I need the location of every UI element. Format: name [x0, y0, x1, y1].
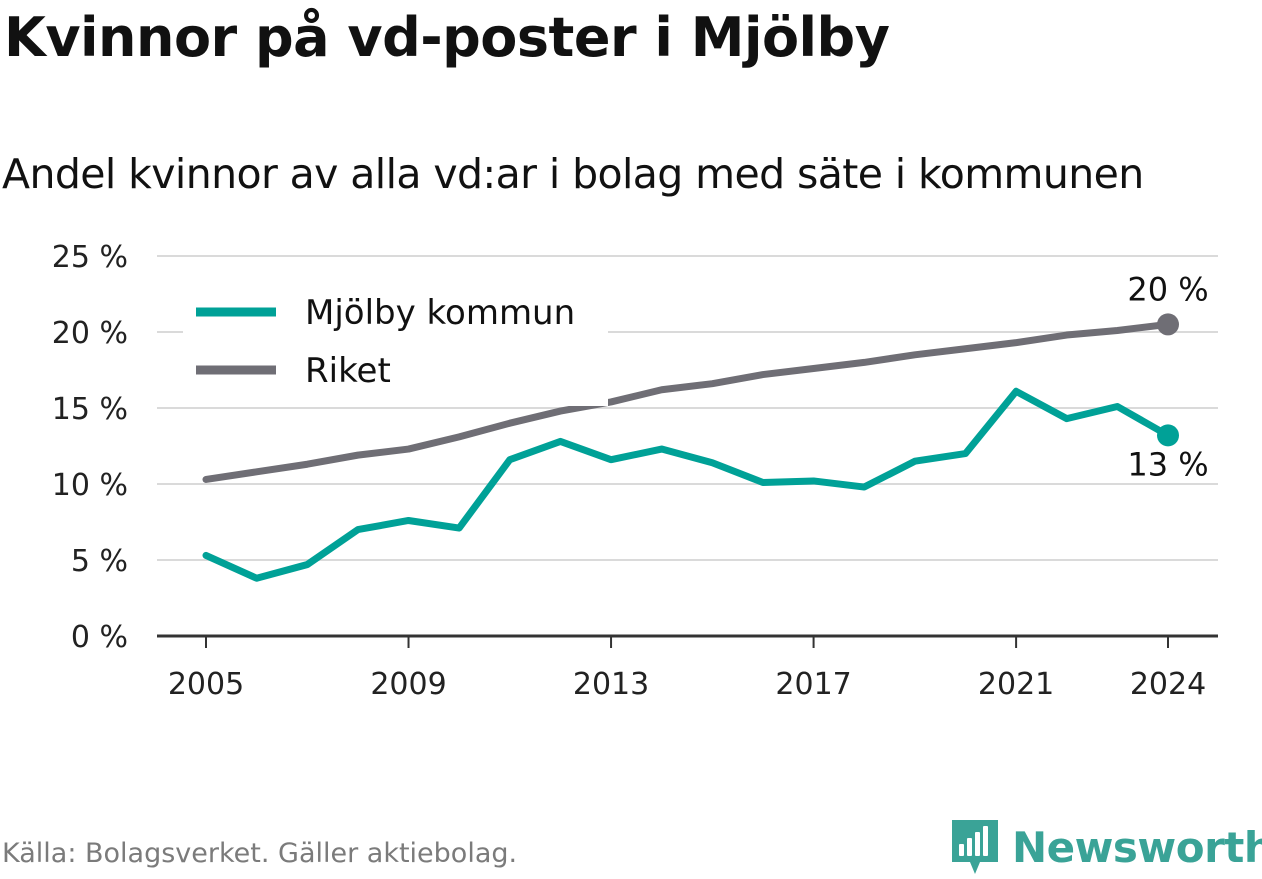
series-lines: [202, 313, 1179, 582]
end-label-mjolby: 13 %: [1127, 445, 1208, 483]
source-note: Källa: Bolagsverket. Gäller aktiebolag.: [2, 838, 518, 869]
x-tick-label: 2024: [1130, 667, 1206, 702]
legend-label: Mjölby kommun: [305, 293, 575, 333]
x-tick-label: 2013: [573, 667, 649, 702]
x-tick-label: 2005: [168, 667, 244, 702]
series-line: [202, 387, 1172, 582]
x-axis: 2005 2009 2013 2017 2021 2024: [157, 634, 1218, 702]
chart-title: Kvinnor på vd-poster i Mjölby: [4, 6, 890, 69]
y-tick-label: 25 %: [52, 240, 128, 275]
y-tick-label: 15 %: [52, 392, 128, 427]
x-tick-label: 2021: [978, 667, 1054, 702]
y-tick-label: 20 %: [52, 316, 128, 351]
x-tick-label: 2017: [775, 667, 851, 702]
end-label-riket: 20 %: [1127, 270, 1208, 308]
series-end-point: [1157, 424, 1179, 447]
x-tick-label: 2009: [370, 667, 446, 702]
y-tick-label: 10 %: [52, 468, 128, 503]
legend: Mjölby kommun Riket: [183, 282, 608, 406]
brand-logo: Newsworthy: [950, 818, 1262, 876]
legend-label: Riket: [305, 351, 391, 391]
chart-subtitle: Andel kvinnor av alla vd:ar i bolag med …: [2, 150, 1144, 198]
line-chart: 0 %5 %10 %15 %20 %25 % 2005 2009 2013 2017 2…: [52, 240, 1218, 702]
series-line: [202, 320, 1172, 483]
legend-background: [183, 282, 608, 406]
series-end-point: [1157, 313, 1179, 336]
y-axis-tick-labels: 0 % 5 % 10 % 15 % 20 % 25 %: [52, 240, 128, 655]
y-tick-label: 5 %: [71, 544, 128, 579]
end-labels: 20 % 13 %: [1127, 270, 1208, 483]
newsworthy-logo-icon: [952, 820, 998, 874]
brand-name: Newsworthy: [1012, 822, 1262, 872]
y-tick-label: 0 %: [71, 620, 128, 655]
